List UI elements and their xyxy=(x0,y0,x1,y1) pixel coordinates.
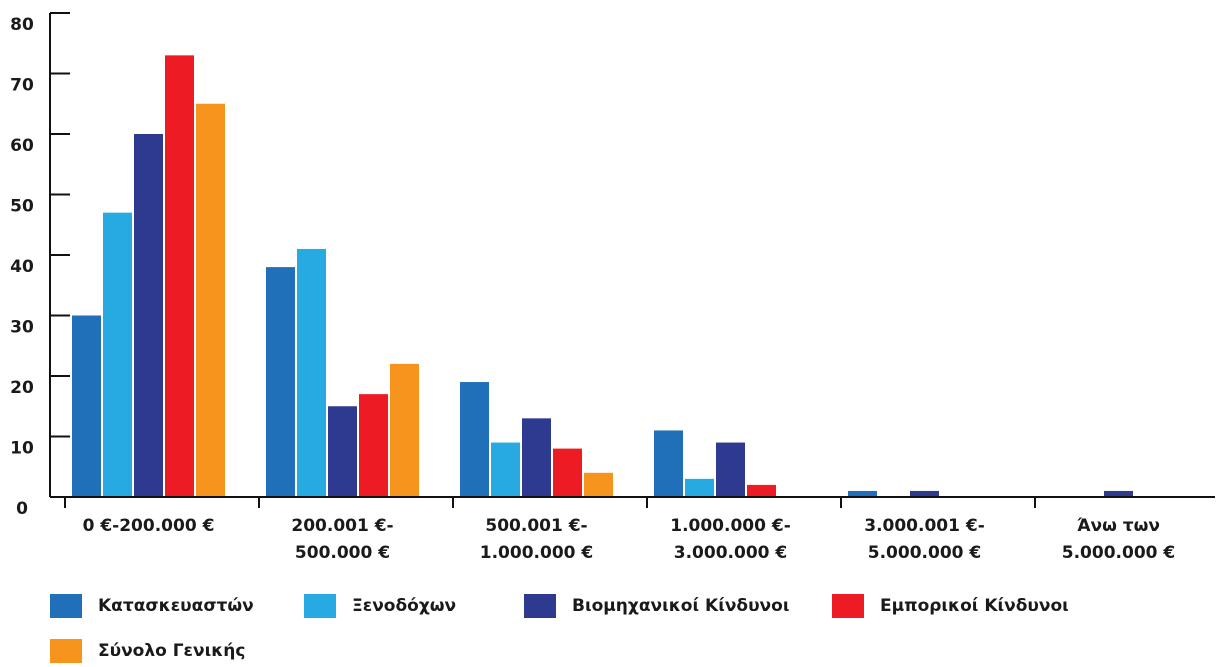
bar-2-2 xyxy=(522,418,551,497)
bar-0-4 xyxy=(848,490,877,497)
legend-swatch xyxy=(524,594,556,618)
category-label-1-0: 200.001 €- xyxy=(291,516,393,536)
category-label-4-0: 3.000.001 €- xyxy=(864,516,985,536)
legend-swatch xyxy=(50,594,82,618)
bar-3-1 xyxy=(359,394,388,497)
legend-swatch xyxy=(832,594,864,618)
category-label-2-0: 500.001 €- xyxy=(485,516,587,536)
bar-1-2 xyxy=(491,442,520,497)
legend-swatch xyxy=(304,594,336,618)
y-tick-label-3: 30 xyxy=(10,318,34,338)
category-label-2-1: 1.000.000 € xyxy=(480,543,593,563)
legend-item-2: Βιομηχανικοί Κίνδυνοι xyxy=(524,594,789,618)
y-tick-label-1: 10 xyxy=(10,439,34,459)
legend-item-4: Σύνολο Γενικής xyxy=(50,639,245,663)
bar-1-3 xyxy=(685,478,714,497)
bar-4-0 xyxy=(196,103,225,497)
y-tick-label-7: 70 xyxy=(10,76,34,96)
y-tick-label-5: 50 xyxy=(10,197,34,217)
legend-item-3: Εμπορικοί Κίνδυνοι xyxy=(832,594,1069,618)
y-tick-label-2: 20 xyxy=(10,378,34,398)
category-label-3-0: 1.000.000 €- xyxy=(670,516,791,536)
bar-3-0 xyxy=(165,55,194,497)
bar-2-5 xyxy=(1104,490,1133,497)
legend-label: Κατασκευαστών xyxy=(98,596,254,616)
category-label-5-1: 5.000.000 € xyxy=(1062,543,1175,563)
bar-1-0 xyxy=(103,212,132,497)
bar-2-0 xyxy=(134,134,163,497)
bar-0-0 xyxy=(72,315,101,497)
category-label-5-0: Άνω των xyxy=(1077,516,1160,536)
bar-2-4 xyxy=(910,490,939,497)
legend-swatch xyxy=(50,639,82,663)
category-label-3-1: 3.000.000 € xyxy=(674,543,787,563)
bar-4-2 xyxy=(584,472,613,497)
y-tick-label-6: 60 xyxy=(10,136,34,156)
category-label-1-1: 500.000 € xyxy=(295,543,390,563)
bar-0-2 xyxy=(460,382,489,497)
bar-3-2 xyxy=(553,448,582,497)
bar-0-3 xyxy=(654,430,683,497)
axes-group xyxy=(49,12,1215,508)
bar-0-1 xyxy=(266,267,295,497)
x-labels-group: 0 €-200.000 € 200.001 €- 500.000 € 500.001 … xyxy=(83,516,1176,563)
y-tick-label-4: 40 xyxy=(10,257,34,277)
bar-2-1 xyxy=(328,406,357,497)
legend-label: Σύνολο Γενικής xyxy=(98,641,246,661)
bar-1-1 xyxy=(297,248,326,497)
legend-label: Ξενοδόχων xyxy=(352,596,457,616)
legend-label: Εμπορικοί Κίνδυνοι xyxy=(880,596,1069,616)
legend-item-1: Ξενοδόχων xyxy=(304,594,456,618)
bar-2-3 xyxy=(716,442,745,497)
bars-group xyxy=(72,55,1133,497)
category-label-4-1: 5.000.000 € xyxy=(868,543,981,563)
category-label-0-0: 0 €-200.000 € xyxy=(83,516,215,536)
y-tick-label-8: 80 xyxy=(10,15,34,35)
legend-item-0: Κατασκευαστών xyxy=(50,594,254,618)
y-ticks-group: 0 10 20 30 40 50 60 70 80 xyxy=(10,15,34,519)
legend-label: Βιομηχανικοί Κίνδυνοι xyxy=(572,596,790,616)
bar-3-3 xyxy=(747,484,776,497)
y-tick-label-0: 0 xyxy=(16,499,28,519)
bar-4-1 xyxy=(390,363,419,497)
